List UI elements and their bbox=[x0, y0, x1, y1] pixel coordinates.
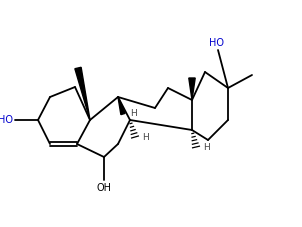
Text: H: H bbox=[130, 109, 137, 118]
Polygon shape bbox=[75, 67, 90, 120]
Polygon shape bbox=[118, 97, 125, 115]
Text: H: H bbox=[142, 133, 149, 141]
Text: HO: HO bbox=[0, 115, 13, 125]
Text: HO: HO bbox=[208, 38, 223, 48]
Text: H: H bbox=[203, 143, 210, 151]
Text: OH: OH bbox=[97, 183, 111, 193]
Polygon shape bbox=[189, 78, 195, 100]
